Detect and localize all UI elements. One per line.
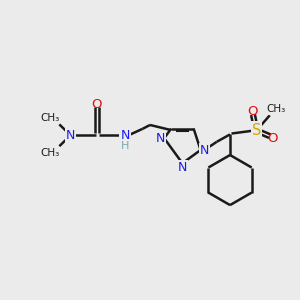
- Text: CH₃: CH₃: [266, 104, 285, 114]
- Text: N: N: [178, 161, 187, 174]
- Text: O: O: [92, 98, 102, 111]
- Text: CH₃: CH₃: [40, 148, 59, 158]
- Text: H: H: [121, 142, 129, 152]
- Text: O: O: [268, 132, 278, 145]
- Text: S: S: [252, 122, 261, 137]
- Text: N: N: [200, 143, 209, 157]
- Text: N: N: [156, 132, 165, 145]
- Text: CH₃: CH₃: [40, 112, 59, 123]
- Text: N: N: [120, 129, 130, 142]
- Text: O: O: [247, 105, 257, 118]
- Text: N: N: [66, 129, 75, 142]
